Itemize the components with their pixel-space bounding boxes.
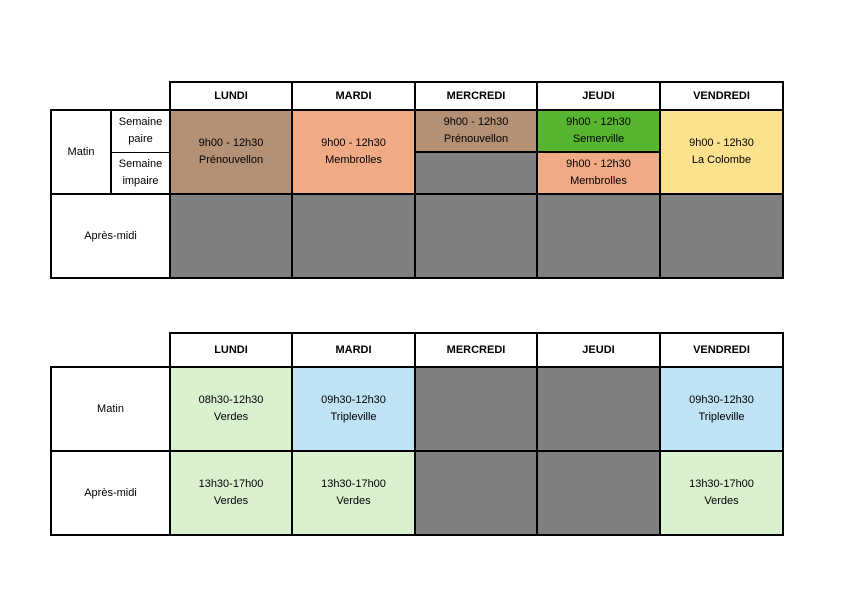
cell-vendredi-matin: 9h00 - 12h30 La Colombe bbox=[659, 109, 784, 195]
cell-mercredi-paire: 9h00 - 12h30 Prénouvellon bbox=[414, 109, 538, 153]
header-jeudi: JEUDI bbox=[536, 332, 661, 368]
cell-mardi-apres-midi: 13h30-17h00 Verdes bbox=[291, 450, 416, 536]
header-jeudi: JEUDI bbox=[536, 81, 661, 111]
header-vendredi: VENDREDI bbox=[659, 81, 784, 111]
cell-lundi-matin: 9h00 - 12h30 Prénouvellon bbox=[169, 109, 293, 195]
cell-vendredi-apres-midi bbox=[659, 193, 784, 279]
corner-empty bbox=[51, 333, 170, 367]
cell-mardi-matin: 9h00 - 12h30 Membrolles bbox=[291, 109, 416, 195]
row-label-apres-midi: Après-midi bbox=[50, 193, 171, 279]
row-label-matin: Matin bbox=[50, 366, 171, 452]
cell-jeudi-apres-midi bbox=[536, 450, 661, 536]
cell-jeudi-paire: 9h00 - 12h30 Semerville bbox=[536, 109, 661, 153]
cell-vendredi-apres-midi: 13h30-17h00 Verdes bbox=[659, 450, 784, 536]
schedule-table-2: LUNDI MARDI MERCREDI JEUDI VENDREDI Mati… bbox=[50, 332, 784, 536]
cell-vendredi-matin: 09h30-12h30 Tripleville bbox=[659, 366, 784, 452]
cell-mardi-apres-midi bbox=[291, 193, 416, 279]
row-label-apres-midi: Après-midi bbox=[50, 450, 171, 536]
header-mardi: MARDI bbox=[291, 332, 416, 368]
cell-mercredi-apres-midi bbox=[414, 193, 538, 279]
row-label-semaine-paire: Semaine paire bbox=[110, 109, 171, 153]
row-label-semaine-impaire: Semaine impaire bbox=[110, 151, 171, 195]
cell-mercredi-impaire bbox=[414, 151, 538, 195]
header-lundi: LUNDI bbox=[169, 332, 293, 368]
header-lundi: LUNDI bbox=[169, 81, 293, 111]
cell-jeudi-impaire: 9h00 - 12h30 Membrolles bbox=[536, 151, 661, 195]
cell-mercredi-matin bbox=[414, 366, 538, 452]
cell-jeudi-matin bbox=[536, 366, 661, 452]
header-mercredi: MERCREDI bbox=[414, 332, 538, 368]
cell-lundi-apres-midi: 13h30-17h00 Verdes bbox=[169, 450, 293, 536]
cell-mercredi-apres-midi bbox=[414, 450, 538, 536]
cell-mardi-matin: 09h30-12h30 Tripleville bbox=[291, 366, 416, 452]
header-mercredi: MERCREDI bbox=[414, 81, 538, 111]
cell-lundi-matin: 08h30-12h30 Verdes bbox=[169, 366, 293, 452]
header-mardi: MARDI bbox=[291, 81, 416, 111]
row-label-matin: Matin bbox=[50, 109, 112, 195]
cell-lundi-apres-midi bbox=[169, 193, 293, 279]
corner-empty bbox=[51, 82, 170, 110]
schedule-table-1: LUNDI MARDI MERCREDI JEUDI VENDREDI Mati… bbox=[50, 81, 784, 279]
cell-jeudi-apres-midi bbox=[536, 193, 661, 279]
header-vendredi: VENDREDI bbox=[659, 332, 784, 368]
